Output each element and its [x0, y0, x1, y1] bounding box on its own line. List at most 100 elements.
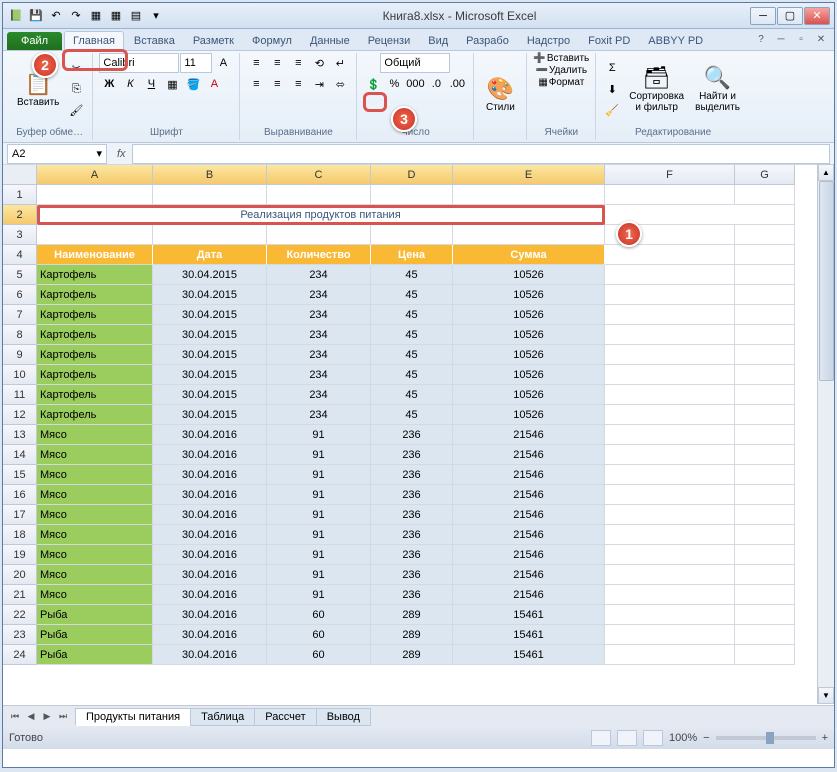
cell[interactable]: Мясо [37, 465, 153, 485]
close-button[interactable]: ✕ [804, 7, 830, 25]
styles-button[interactable]: 🎨 Стили [480, 74, 520, 115]
cell[interactable]: Картофель [37, 385, 153, 405]
cell[interactable] [735, 645, 795, 665]
undo-icon[interactable]: ↶ [47, 7, 65, 25]
cell[interactable]: 10526 [453, 405, 605, 425]
inc-decimal-icon[interactable]: .0 [426, 74, 446, 94]
grow-font-icon[interactable]: A [213, 53, 233, 73]
row-header[interactable]: 6 [3, 285, 37, 305]
cell[interactable] [605, 625, 735, 645]
cell[interactable] [605, 385, 735, 405]
cell[interactable] [605, 605, 735, 625]
cell[interactable]: 289 [371, 645, 453, 665]
format-cells-button[interactable]: ▦ Формат [538, 77, 584, 88]
column-header[interactable]: G [735, 165, 795, 185]
cell[interactable] [453, 225, 605, 245]
cell[interactable]: 10526 [453, 385, 605, 405]
ribbon-tab[interactable]: Foxit PD [580, 32, 638, 50]
help-icon[interactable]: ? [752, 31, 770, 47]
cell[interactable] [735, 585, 795, 605]
page-break-view-icon[interactable] [643, 730, 663, 746]
sheet-tab[interactable]: Рассчет [254, 708, 317, 726]
row-header[interactable]: 16 [3, 485, 37, 505]
zoom-slider[interactable] [716, 736, 816, 740]
ribbon-tab[interactable]: Разметк [185, 32, 242, 50]
cell[interactable]: Наименование [37, 245, 153, 265]
align-center-icon[interactable]: ≡ [267, 74, 287, 94]
cell[interactable]: 30.04.2016 [153, 425, 267, 445]
column-header[interactable]: F [605, 165, 735, 185]
column-header[interactable]: B [153, 165, 267, 185]
cell[interactable]: 234 [267, 345, 371, 365]
cell[interactable] [605, 345, 735, 365]
cell[interactable]: 91 [267, 445, 371, 465]
qat-icon[interactable]: ▤ [127, 7, 145, 25]
align-top-icon[interactable]: ≡ [246, 53, 266, 73]
cell[interactable]: Мясо [37, 565, 153, 585]
cell[interactable]: 30.04.2016 [153, 485, 267, 505]
delete-cells-button[interactable]: ➖ Удалить [535, 65, 587, 76]
cell[interactable]: Картофель [37, 305, 153, 325]
bold-button[interactable]: Ж [99, 74, 119, 94]
mdi-restore-icon[interactable]: ▫ [792, 31, 810, 47]
row-header[interactable]: 23 [3, 625, 37, 645]
cell[interactable]: 30.04.2016 [153, 585, 267, 605]
cell[interactable]: 21546 [453, 445, 605, 465]
row-header[interactable]: 22 [3, 605, 37, 625]
row-header[interactable]: 14 [3, 445, 37, 465]
cell[interactable] [605, 425, 735, 445]
minimize-button[interactable]: ─ [750, 7, 776, 25]
column-header[interactable]: C [267, 165, 371, 185]
cell[interactable]: 289 [371, 625, 453, 645]
cell[interactable]: Мясо [37, 505, 153, 525]
cell[interactable]: 91 [267, 585, 371, 605]
row-header[interactable]: 13 [3, 425, 37, 445]
cell[interactable] [735, 525, 795, 545]
file-tab[interactable]: Файл [7, 32, 62, 50]
cell[interactable]: 45 [371, 385, 453, 405]
underline-button[interactable]: Ч [141, 74, 161, 94]
cell[interactable]: 236 [371, 445, 453, 465]
last-sheet-icon[interactable]: ⏭ [55, 709, 71, 725]
cell[interactable]: 91 [267, 525, 371, 545]
cell[interactable] [735, 385, 795, 405]
cell[interactable]: 234 [267, 265, 371, 285]
fill-color-icon[interactable]: 🪣 [183, 74, 203, 94]
cell[interactable] [735, 445, 795, 465]
cell[interactable] [153, 225, 267, 245]
row-header[interactable]: 7 [3, 305, 37, 325]
cell[interactable]: Картофель [37, 265, 153, 285]
border-icon[interactable]: ▦ [162, 74, 182, 94]
cell[interactable]: 30.04.2015 [153, 365, 267, 385]
column-header[interactable]: D [371, 165, 453, 185]
cell[interactable]: Рыба [37, 605, 153, 625]
cell[interactable]: 30.04.2016 [153, 625, 267, 645]
row-header[interactable]: 15 [3, 465, 37, 485]
cell[interactable] [735, 505, 795, 525]
cell[interactable]: Мясо [37, 585, 153, 605]
row-header[interactable]: 19 [3, 545, 37, 565]
cell[interactable] [605, 285, 735, 305]
vertical-scrollbar[interactable]: ▲ ▼ [817, 164, 834, 704]
cell[interactable]: 30.04.2016 [153, 565, 267, 585]
italic-button[interactable]: К [120, 74, 140, 94]
cell[interactable]: 60 [267, 625, 371, 645]
cell[interactable]: 30.04.2015 [153, 265, 267, 285]
cell[interactable] [453, 185, 605, 205]
cell[interactable]: 234 [267, 305, 371, 325]
cell[interactable]: Картофель [37, 285, 153, 305]
cell[interactable] [605, 405, 735, 425]
zoom-in-icon[interactable]: + [822, 732, 828, 744]
cell[interactable]: 30.04.2015 [153, 405, 267, 425]
scroll-up-icon[interactable]: ▲ [818, 164, 834, 181]
cell[interactable]: 10526 [453, 305, 605, 325]
cell[interactable] [735, 245, 795, 265]
sheet-tab[interactable]: Таблица [190, 708, 255, 726]
row-header[interactable]: 20 [3, 565, 37, 585]
name-box[interactable]: A2 ▾ [7, 144, 107, 164]
font-color-icon[interactable]: A [204, 74, 224, 94]
ribbon-tab[interactable]: Вид [420, 32, 456, 50]
zoom-level[interactable]: 100% [669, 732, 697, 744]
ribbon-tab[interactable]: Надстро [519, 32, 578, 50]
cell[interactable]: Картофель [37, 325, 153, 345]
